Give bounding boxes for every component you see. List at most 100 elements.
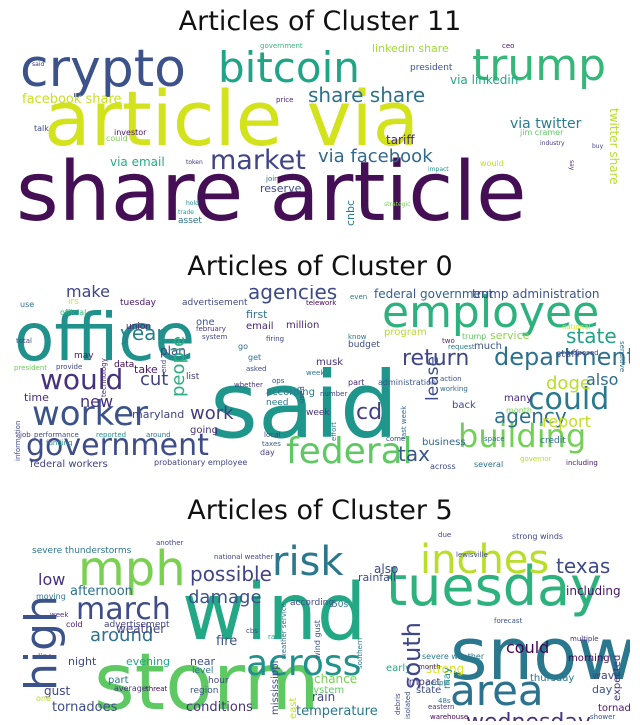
word: asset bbox=[178, 216, 202, 226]
word: service bbox=[490, 329, 530, 342]
word: southern bbox=[356, 638, 364, 669]
word: moving bbox=[36, 592, 66, 601]
word: debris bbox=[394, 693, 402, 715]
cluster-11-wordcloud: share article article via crypto bitcoin… bbox=[10, 40, 630, 230]
word: temperature bbox=[296, 704, 378, 719]
word: according bbox=[266, 387, 315, 398]
word: via linkedin bbox=[450, 73, 518, 87]
word: month bbox=[418, 663, 441, 671]
word: tax bbox=[398, 442, 430, 466]
word: impact bbox=[428, 166, 449, 173]
word: day bbox=[592, 683, 613, 696]
word: people bbox=[168, 336, 189, 397]
word: musk bbox=[316, 357, 343, 368]
word: agency bbox=[494, 404, 567, 428]
word: including bbox=[566, 584, 621, 598]
word: last week bbox=[400, 405, 408, 439]
word: evening bbox=[126, 655, 170, 668]
word: weather service bbox=[280, 603, 288, 659]
word: would bbox=[40, 363, 123, 396]
word: join bbox=[265, 175, 279, 183]
word: million bbox=[286, 320, 319, 331]
word: wind bbox=[182, 568, 366, 658]
word: working bbox=[440, 385, 468, 393]
word: week bbox=[306, 408, 330, 418]
word: proposed bbox=[566, 349, 599, 357]
word: trade bbox=[178, 209, 194, 216]
word: mph bbox=[78, 541, 186, 597]
word: use bbox=[20, 300, 34, 309]
word: advertisement bbox=[182, 298, 248, 308]
word: east bbox=[288, 698, 299, 719]
word: total bbox=[16, 337, 32, 345]
word: also bbox=[374, 562, 398, 576]
word: many bbox=[504, 393, 532, 404]
word: cd bbox=[356, 400, 382, 425]
word: tuesday bbox=[386, 555, 602, 618]
word: said bbox=[210, 352, 398, 459]
word: two bbox=[442, 337, 455, 345]
word: shower bbox=[590, 713, 615, 721]
word: asked bbox=[246, 365, 267, 373]
word: local bbox=[264, 431, 280, 439]
word: rain bbox=[312, 690, 335, 704]
word: night bbox=[68, 655, 97, 668]
word: office bbox=[14, 299, 195, 376]
word: around bbox=[90, 625, 153, 646]
word: technology bbox=[100, 358, 108, 397]
word: one bbox=[36, 694, 51, 703]
word: rate bbox=[268, 633, 282, 641]
word: people bbox=[426, 679, 450, 687]
word: say bbox=[568, 160, 575, 171]
word: president bbox=[14, 364, 47, 372]
word: federal workers bbox=[30, 459, 108, 470]
word: go bbox=[238, 342, 248, 351]
word: low bbox=[38, 570, 65, 589]
word: twitter share bbox=[607, 108, 621, 185]
word: telework bbox=[306, 299, 337, 307]
cluster-0-wordcloud: said office employee federal government … bbox=[10, 285, 630, 475]
word: article via bbox=[44, 74, 419, 163]
word: make bbox=[66, 285, 110, 301]
word: lease bbox=[423, 356, 443, 401]
word: probationary employee bbox=[154, 458, 247, 467]
word: new bbox=[80, 392, 113, 411]
word: rainfall bbox=[358, 571, 396, 584]
word: governor bbox=[520, 455, 552, 463]
word: tuesday bbox=[120, 298, 157, 308]
word: effort bbox=[330, 422, 338, 441]
word: used bbox=[298, 386, 306, 403]
word: talk bbox=[34, 124, 49, 133]
word: several bbox=[474, 460, 503, 469]
word: take bbox=[134, 363, 158, 376]
word: would bbox=[480, 159, 504, 168]
word: year bbox=[120, 321, 165, 345]
word: 48s bbox=[438, 697, 451, 705]
word: government bbox=[26, 428, 209, 463]
word: severe weather bbox=[422, 652, 485, 661]
word: hold bbox=[186, 200, 199, 207]
word: federal government bbox=[374, 287, 493, 301]
word: snow bbox=[450, 612, 630, 696]
word: building bbox=[458, 417, 586, 455]
word: fire bbox=[216, 634, 237, 649]
word: may bbox=[74, 351, 94, 361]
word: level bbox=[192, 666, 213, 676]
word: lewisville bbox=[456, 551, 488, 559]
word: impact bbox=[406, 677, 440, 688]
word: reported bbox=[96, 431, 126, 439]
word: taxes bbox=[262, 440, 281, 448]
word: south bbox=[398, 622, 426, 689]
word: strategic bbox=[384, 201, 410, 208]
word: linkedin share bbox=[372, 42, 449, 55]
word: national bbox=[562, 323, 590, 331]
cluster-0-svg: said office employee federal government … bbox=[14, 285, 630, 472]
cluster-0-panel: Articles of Cluster 0 said office employ… bbox=[10, 243, 630, 483]
word: doge bbox=[546, 373, 591, 394]
word: across bbox=[430, 462, 456, 471]
word: inches bbox=[420, 537, 549, 583]
word: part bbox=[348, 378, 364, 387]
word: government bbox=[260, 42, 303, 50]
word: trump bbox=[472, 40, 606, 91]
word: damage bbox=[188, 587, 262, 608]
